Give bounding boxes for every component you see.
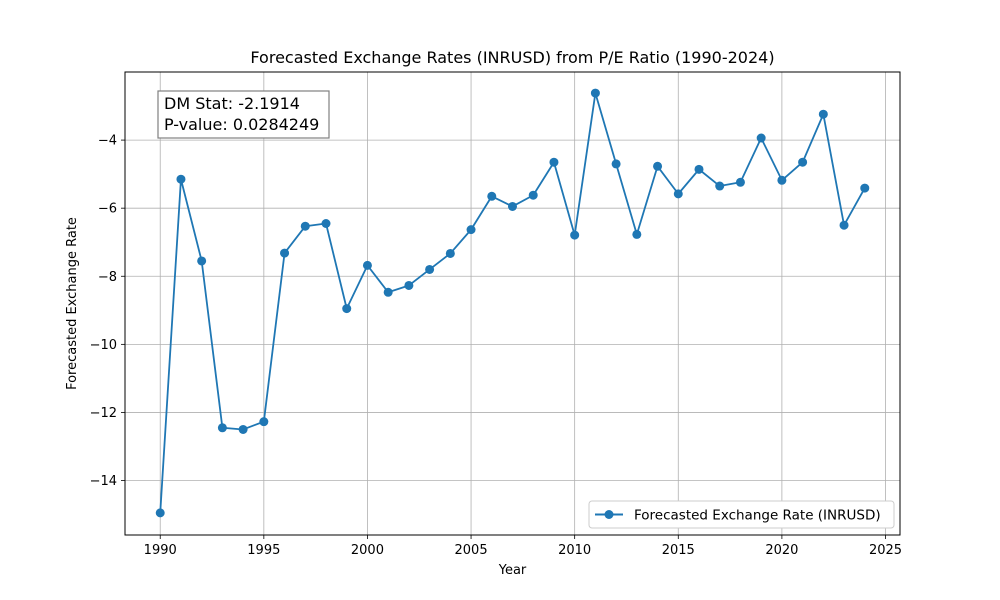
dm-stat-text: DM Stat: -2.1914 xyxy=(164,94,300,113)
legend-box xyxy=(588,500,895,529)
data-point xyxy=(673,189,683,199)
stats-annotation-box xyxy=(157,90,330,139)
data-point xyxy=(570,230,580,240)
x-tick-label: 2000 xyxy=(351,543,384,558)
data-point xyxy=(425,264,435,274)
legend: Forecasted Exchange Rate (INRUSD) xyxy=(588,500,895,529)
y-tick-label: −10 xyxy=(90,338,117,353)
x-tick-label: 2015 xyxy=(662,543,695,558)
data-point xyxy=(756,133,766,143)
data-point xyxy=(839,220,849,230)
data-point xyxy=(176,174,186,184)
data-point xyxy=(259,417,269,427)
data-point xyxy=(487,191,497,201)
series-line xyxy=(159,92,866,513)
data-point xyxy=(321,218,331,228)
legend-label: Forecasted Exchange Rate (INRUSD) xyxy=(634,508,881,524)
x-tick-label: 2005 xyxy=(455,543,488,558)
data-point xyxy=(280,248,290,258)
y-axis-label: Forecasted Exchange Rate xyxy=(65,217,80,390)
chart-title: Forecasted Exchange Rates (INRUSD) from … xyxy=(250,48,774,67)
y-tick-label: −8 xyxy=(98,270,117,285)
y-tick-label: −4 xyxy=(98,134,117,149)
grid xyxy=(125,72,900,535)
data-point xyxy=(653,161,663,171)
stats-annotation: DM Stat: -2.1914 P-value: 0.0284249 xyxy=(157,90,330,139)
x-axis-label: Year xyxy=(498,563,527,578)
data-point xyxy=(466,225,476,235)
data-point xyxy=(238,424,248,434)
x-tick-label: 2010 xyxy=(558,543,591,558)
data-point xyxy=(777,175,787,185)
y-tick-label: −14 xyxy=(90,474,117,489)
data-point xyxy=(611,159,621,169)
x-tick-label: 1995 xyxy=(247,543,280,558)
data-point xyxy=(735,177,745,187)
data-point xyxy=(632,229,642,239)
data-point xyxy=(362,260,372,270)
data-point xyxy=(818,109,828,119)
data-point xyxy=(404,280,414,290)
data-point xyxy=(155,508,165,518)
x-tick-label: 2025 xyxy=(869,543,902,558)
axes: 1990 1995 2000 2005 2010 2015 2020 2025 −14 −12 −1… xyxy=(90,134,902,558)
legend-marker-swatch xyxy=(604,510,614,519)
data-point xyxy=(197,256,207,266)
data-point xyxy=(508,201,517,211)
data-point xyxy=(694,164,704,174)
x-tick-label: 2020 xyxy=(765,543,798,558)
data-point xyxy=(300,221,310,231)
data-point xyxy=(445,248,455,258)
data-point xyxy=(342,304,352,314)
data-point xyxy=(528,190,538,200)
data-point xyxy=(383,287,393,297)
data-point xyxy=(715,181,725,191)
x-tick-label: 1990 xyxy=(144,543,177,558)
p-value-text: P-value: 0.0284249 xyxy=(164,115,319,134)
y-tick-label: −6 xyxy=(98,202,117,217)
data-point xyxy=(217,423,227,433)
data-point xyxy=(860,183,870,193)
data-point xyxy=(798,157,808,167)
plot-frame xyxy=(124,71,901,536)
series-layer xyxy=(155,88,870,518)
y-tick-label: −12 xyxy=(90,406,117,421)
data-point xyxy=(590,88,600,98)
data-point xyxy=(549,157,559,167)
